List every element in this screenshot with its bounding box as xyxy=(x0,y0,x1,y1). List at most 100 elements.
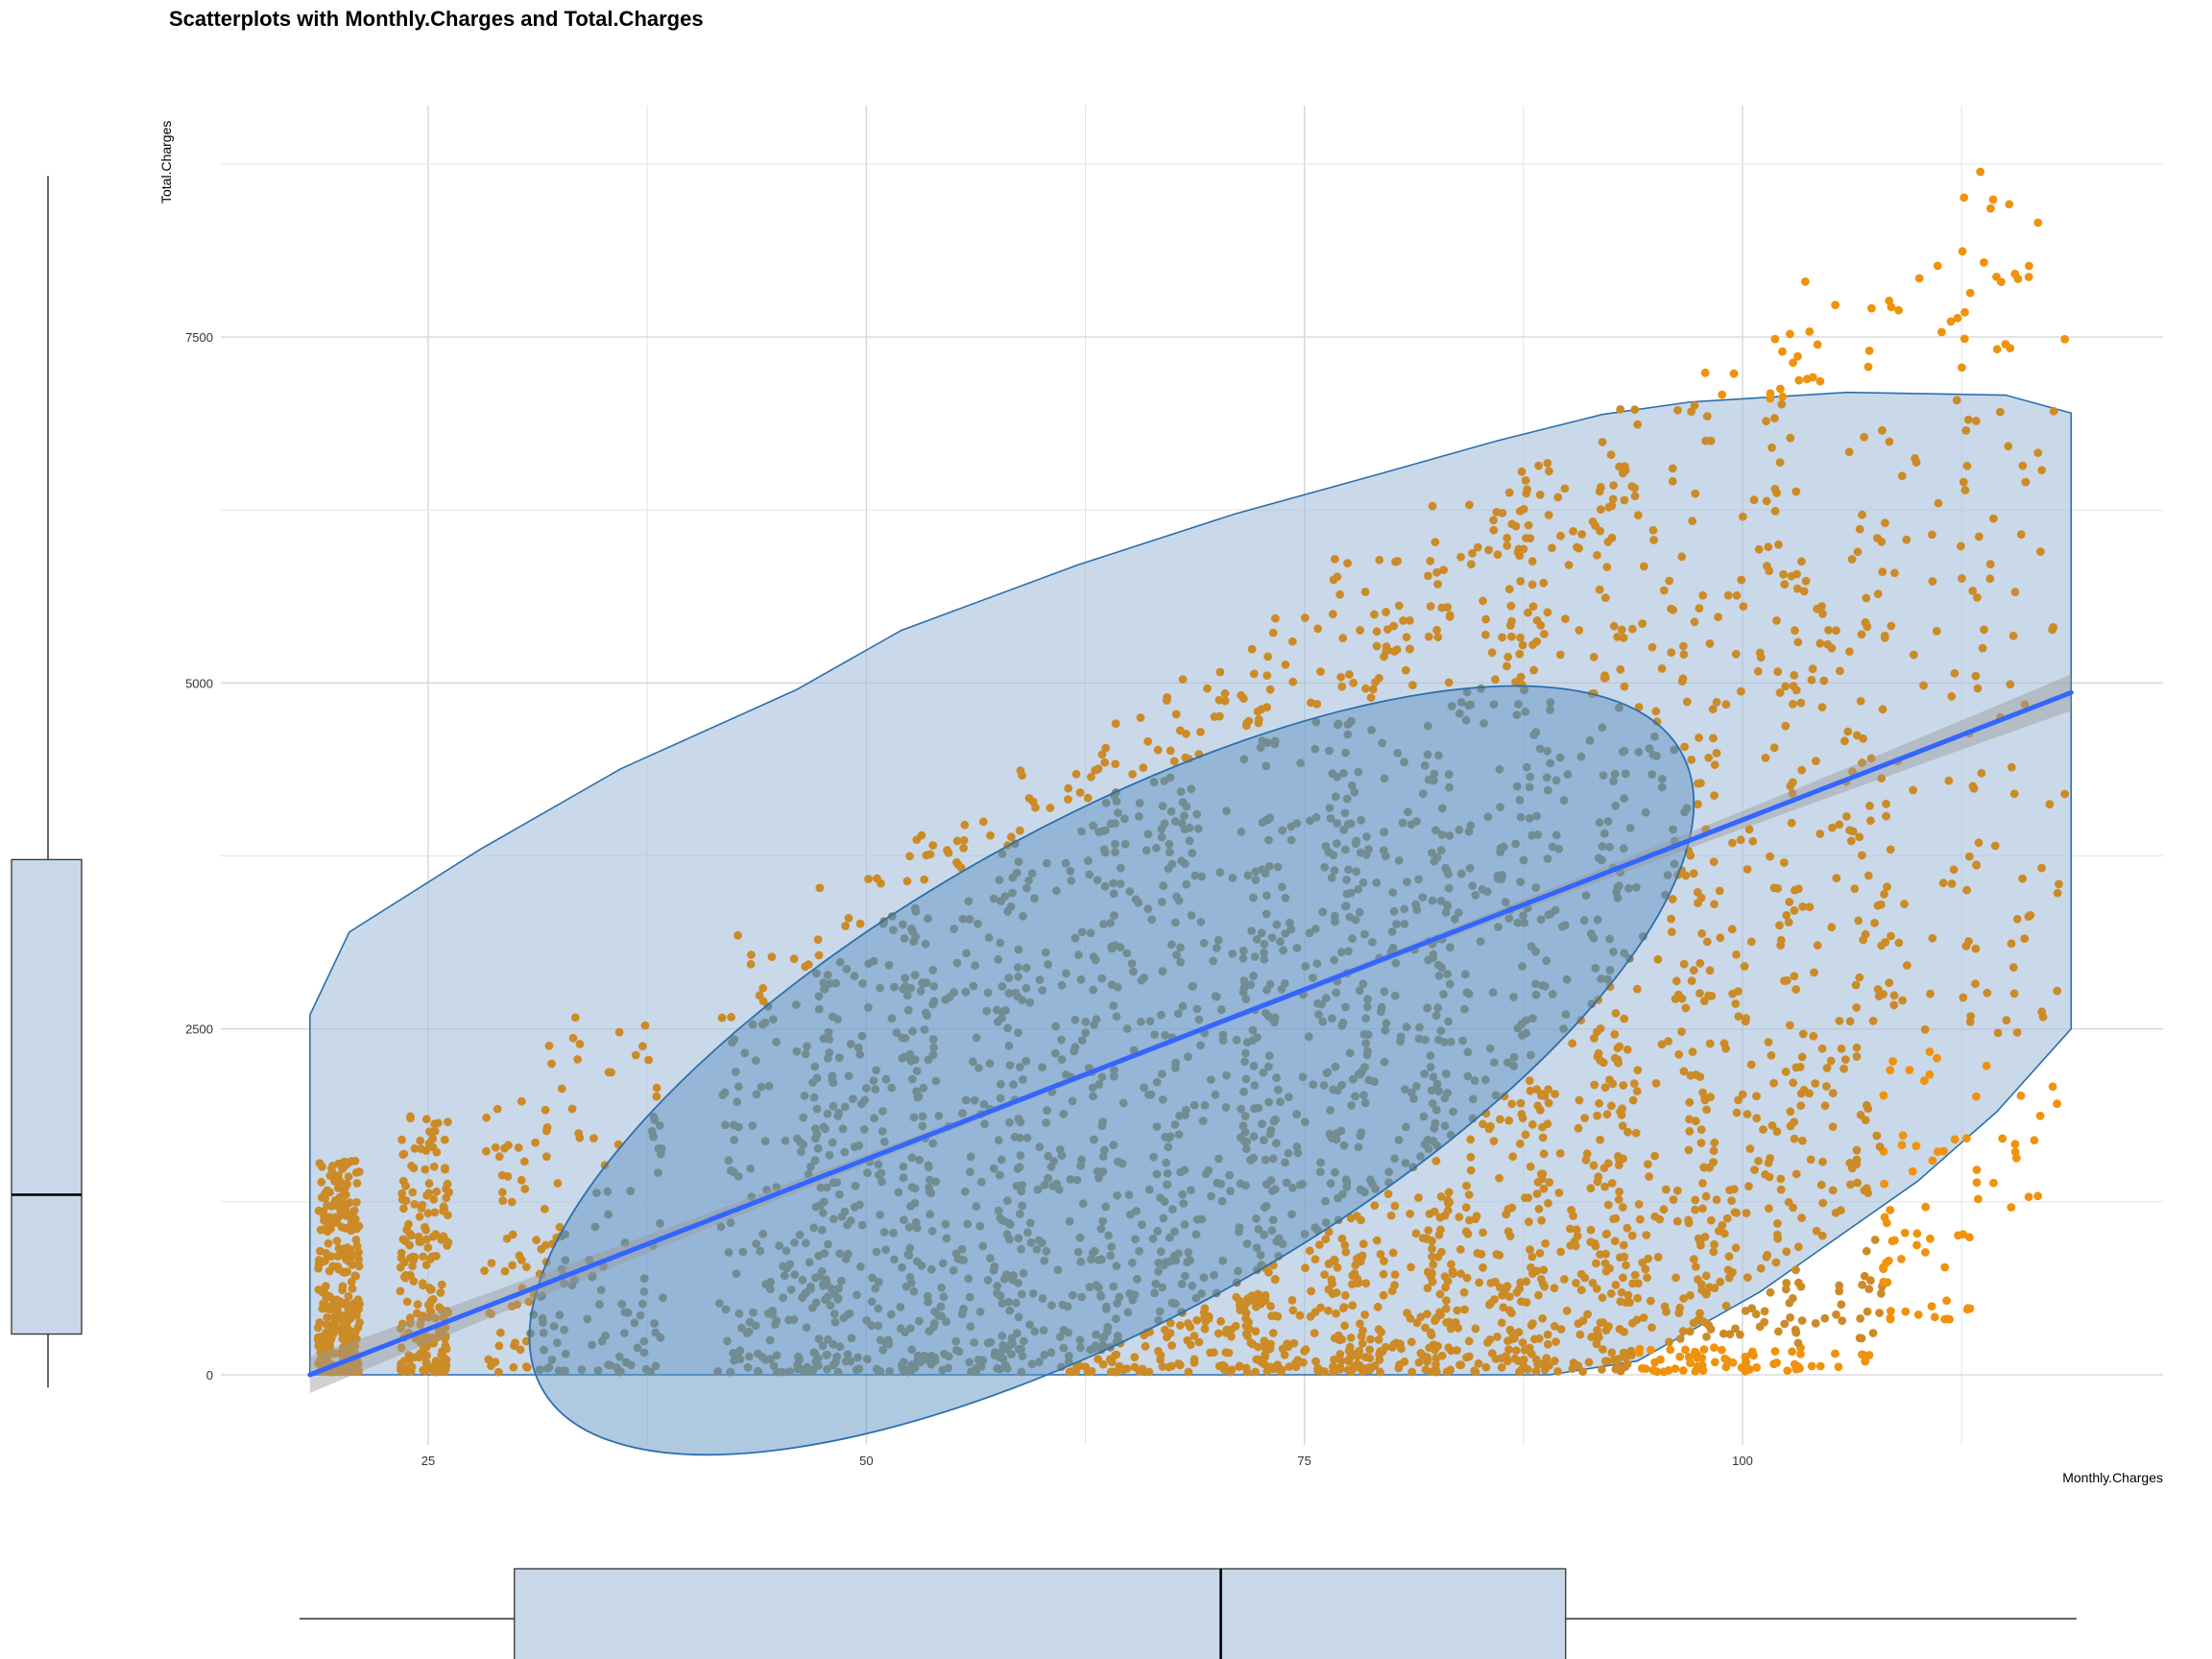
data-point xyxy=(1823,639,1833,649)
data-point xyxy=(1679,641,1688,651)
data-point xyxy=(1721,1362,1731,1372)
data-point xyxy=(1686,1290,1695,1300)
data-point xyxy=(1715,886,1724,896)
data-point xyxy=(1511,1346,1521,1355)
data-point xyxy=(1816,1180,1826,1190)
data-point xyxy=(1776,941,1785,950)
data-point xyxy=(1311,1357,1320,1366)
data-point xyxy=(1316,667,1325,676)
data-point xyxy=(1527,1252,1537,1262)
data-point xyxy=(1626,1346,1636,1356)
data-point xyxy=(423,1209,433,1218)
data-point xyxy=(2036,547,2045,557)
data-point xyxy=(344,1291,353,1301)
data-point xyxy=(959,836,969,845)
data-point xyxy=(1750,1166,1759,1174)
data-point xyxy=(1453,1306,1462,1315)
data-point xyxy=(758,983,768,993)
data-point xyxy=(1526,1086,1535,1095)
data-point xyxy=(1423,1267,1432,1277)
data-point xyxy=(1566,1224,1575,1234)
data-point xyxy=(758,997,768,1006)
data-point xyxy=(1824,626,1833,635)
data-point xyxy=(507,1197,517,1207)
data-point xyxy=(341,1224,350,1233)
data-point xyxy=(1919,681,1928,690)
data-point xyxy=(1752,1114,1762,1123)
data-point xyxy=(1320,1270,1329,1279)
data-point xyxy=(1883,882,1891,892)
data-point xyxy=(1215,667,1225,677)
data-point xyxy=(1358,1338,1367,1348)
data-point xyxy=(1752,1363,1762,1372)
data-point xyxy=(1807,1361,1816,1371)
data-point xyxy=(1617,1111,1626,1119)
data-point xyxy=(1334,1365,1342,1374)
data-point xyxy=(1852,1160,1862,1168)
data-point xyxy=(1719,1329,1728,1338)
data-point xyxy=(717,1013,727,1022)
data-point xyxy=(1350,1269,1359,1278)
data-point xyxy=(1524,1193,1533,1202)
data-point xyxy=(1934,498,1943,508)
data-point xyxy=(1736,835,1745,845)
data-point xyxy=(519,1157,529,1166)
data-point xyxy=(1486,1121,1495,1131)
data-point xyxy=(1310,1255,1320,1263)
data-point xyxy=(1066,1367,1075,1376)
data-point xyxy=(325,1292,334,1301)
data-point xyxy=(1769,743,1779,753)
data-point xyxy=(1361,684,1370,693)
data-point xyxy=(313,1323,323,1333)
data-point xyxy=(429,1194,439,1204)
data-point xyxy=(1313,624,1322,634)
data-point xyxy=(1214,711,1224,721)
data-point xyxy=(1863,1184,1871,1193)
data-point xyxy=(1694,1234,1703,1243)
data-point xyxy=(1584,1358,1594,1367)
data-point xyxy=(396,1262,405,1272)
data-point xyxy=(2001,340,2010,349)
data-point xyxy=(1353,1254,1361,1263)
data-point xyxy=(421,1225,430,1235)
data-point xyxy=(444,1118,452,1126)
data-point xyxy=(1544,1085,1552,1094)
data-point xyxy=(1470,1366,1479,1376)
data-point xyxy=(1257,705,1266,714)
data-point xyxy=(1524,608,1532,617)
data-point xyxy=(1741,1017,1750,1026)
data-point xyxy=(1835,820,1844,830)
data-point xyxy=(1747,1304,1757,1313)
data-point xyxy=(1498,633,1506,642)
data-point xyxy=(1694,779,1702,788)
data-point xyxy=(1740,962,1749,971)
data-point xyxy=(1503,1282,1512,1290)
data-point xyxy=(1136,713,1145,722)
data-point xyxy=(1846,1180,1855,1190)
data-point xyxy=(440,1135,449,1144)
data-point xyxy=(1939,1146,1948,1156)
data-point xyxy=(804,960,813,970)
data-point xyxy=(1996,407,2005,417)
data-point xyxy=(1545,1178,1554,1187)
data-point xyxy=(1344,1346,1354,1356)
data-point xyxy=(1731,649,1741,659)
data-point xyxy=(1792,584,1802,593)
data-point xyxy=(1345,670,1354,679)
data-point xyxy=(1497,1362,1506,1372)
data-point xyxy=(814,950,824,960)
data-point xyxy=(1926,989,1935,998)
data-point xyxy=(330,1196,340,1205)
data-point xyxy=(2021,477,2031,487)
data-point xyxy=(1560,1275,1569,1284)
data-point xyxy=(1770,414,1779,423)
data-point xyxy=(1855,524,1864,534)
data-point xyxy=(1802,374,1812,384)
data-point xyxy=(1901,1307,1911,1316)
data-point xyxy=(1831,301,1839,309)
x-marginal-boxplot xyxy=(300,1568,2077,1659)
data-point xyxy=(1843,727,1853,736)
data-point xyxy=(426,1255,435,1263)
data-point xyxy=(1897,1255,1906,1263)
data-point xyxy=(320,1357,329,1366)
